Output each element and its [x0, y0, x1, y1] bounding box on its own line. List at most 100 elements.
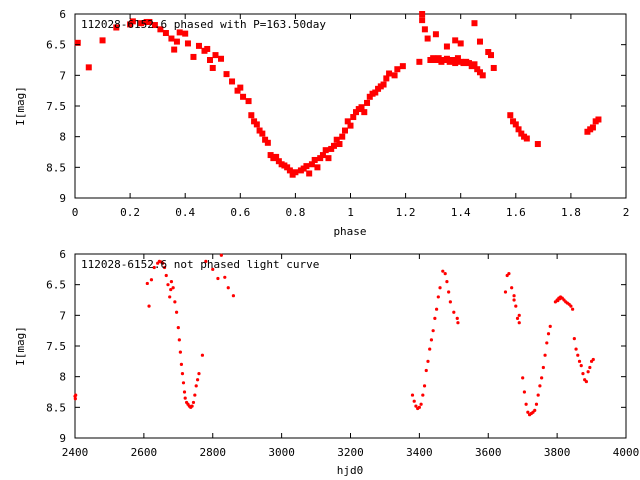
- data-point: [424, 35, 431, 42]
- data-point: [558, 297, 562, 301]
- data-point: [161, 261, 165, 265]
- data-point: [417, 405, 421, 409]
- data-point: [211, 267, 215, 271]
- data-point: [364, 99, 371, 106]
- data-point: [200, 353, 205, 357]
- data-point: [510, 286, 514, 290]
- data-point: [353, 109, 360, 116]
- data-point: [229, 78, 236, 85]
- data-point: [465, 60, 472, 67]
- data-point: [510, 118, 517, 125]
- data-point: [223, 71, 230, 78]
- y-tick-label: 7.5: [46, 340, 66, 353]
- data-point: [171, 286, 175, 290]
- data-point: [538, 384, 542, 388]
- data-point: [457, 40, 464, 47]
- data-point: [74, 39, 81, 46]
- data-point: [545, 341, 549, 345]
- y-axis-label: I[mag]: [14, 86, 27, 126]
- data-point: [178, 350, 182, 354]
- data-point: [429, 338, 434, 342]
- data-point: [447, 290, 451, 294]
- data-point: [452, 310, 456, 314]
- data-point: [256, 127, 263, 134]
- x-tick-label: 2400: [62, 446, 89, 459]
- x-tick-label: 1.2: [396, 206, 416, 219]
- data-point: [240, 93, 247, 100]
- data-point: [168, 35, 175, 42]
- data-point: [223, 275, 227, 279]
- data-point: [589, 124, 596, 131]
- data-point: [436, 295, 440, 299]
- data-point: [194, 384, 198, 388]
- x-tick-label: 0.6: [230, 206, 250, 219]
- data-point: [259, 130, 266, 137]
- data-point: [584, 379, 588, 384]
- data-point: [176, 29, 183, 36]
- x-tick-label: 0: [72, 206, 79, 219]
- y-tick-label: 9: [59, 432, 66, 445]
- x-axis-label: phase: [333, 225, 366, 238]
- data-point: [380, 81, 387, 88]
- data-point: [190, 404, 194, 408]
- data-point: [138, 20, 145, 27]
- data-point: [366, 93, 373, 100]
- data-point: [533, 408, 537, 412]
- data-point: [431, 329, 435, 333]
- data-point: [99, 37, 106, 44]
- x-axis-ticks: 0 0.2 0.4 0.6 0.8 1 1.2 1.4 1.6 1.8 2: [72, 14, 629, 219]
- data-point: [419, 11, 426, 17]
- data-point: [322, 147, 329, 154]
- data-point: [534, 141, 541, 148]
- data-point: [412, 399, 416, 403]
- data-point: [129, 18, 136, 25]
- data-point: [286, 167, 293, 174]
- data-point: [168, 295, 172, 299]
- data-point: [248, 112, 255, 119]
- data-point: [576, 353, 580, 357]
- data-point: [193, 393, 197, 397]
- data-point: [157, 26, 164, 33]
- x-tick-label: 0.2: [120, 206, 140, 219]
- data-point: [515, 126, 522, 133]
- data-point: [512, 294, 516, 298]
- data-point: [399, 63, 406, 70]
- data-point: [449, 57, 456, 63]
- data-point: [448, 300, 452, 304]
- data-point: [180, 372, 185, 376]
- data-point: [284, 164, 291, 171]
- data-point: [245, 98, 252, 105]
- x-tick-label: 1.8: [561, 206, 581, 219]
- data-point: [303, 163, 310, 170]
- data-point: [507, 112, 514, 119]
- data-point: [474, 66, 481, 73]
- y-tick-label: 9: [59, 192, 66, 205]
- data-point: [452, 37, 459, 44]
- x-tick-label: 1: [347, 206, 354, 219]
- y-tick-label: 6: [59, 248, 66, 261]
- data-point: [419, 17, 426, 24]
- plot-frame: [74, 253, 627, 439]
- data-point: [264, 139, 271, 146]
- plot-title: 112028-6152.6 not phased light curve: [81, 258, 319, 271]
- data-point: [512, 121, 519, 128]
- plot-frame: [74, 13, 627, 199]
- data-point: [476, 69, 483, 76]
- data-point: [73, 397, 77, 401]
- data-point: [347, 122, 354, 129]
- data-point: [422, 384, 427, 388]
- data-point: [534, 402, 539, 406]
- data-point: [394, 66, 401, 73]
- data-point: [341, 127, 348, 134]
- data-point: [330, 142, 337, 149]
- x-axis-ticks: 2400 2600 2800 3000 3200 3400 3600 3800 4000: [62, 254, 639, 459]
- data-point: [443, 43, 450, 50]
- data-point: [162, 265, 167, 270]
- data-point: [524, 402, 528, 406]
- y-tick-label: 6.5: [46, 39, 66, 52]
- data-point: [195, 378, 200, 382]
- data-point: [262, 136, 269, 143]
- data-point: [426, 359, 430, 363]
- x-tick-label: 1.4: [451, 206, 471, 219]
